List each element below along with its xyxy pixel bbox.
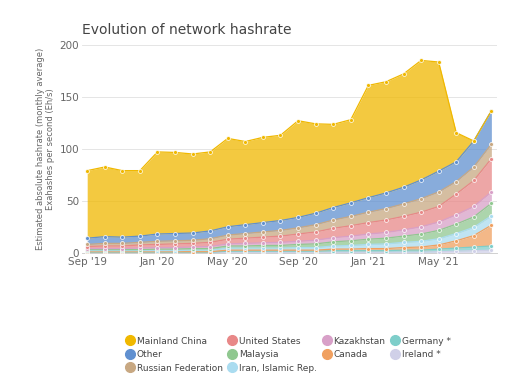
Legend: Mainland China, Other, Russian Federation, United States, Malaysia, Iran, Islami: Mainland China, Other, Russian Federatio… [128,337,451,373]
Y-axis label: Estimated absolute hashrate (monthly average)
Exahashes per second (Eh/s): Estimated absolute hashrate (monthly ave… [36,48,55,251]
Text: Evolution of network hashrate: Evolution of network hashrate [82,23,291,37]
